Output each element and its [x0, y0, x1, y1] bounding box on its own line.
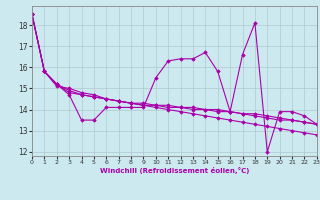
X-axis label: Windchill (Refroidissement éolien,°C): Windchill (Refroidissement éolien,°C) [100, 167, 249, 174]
